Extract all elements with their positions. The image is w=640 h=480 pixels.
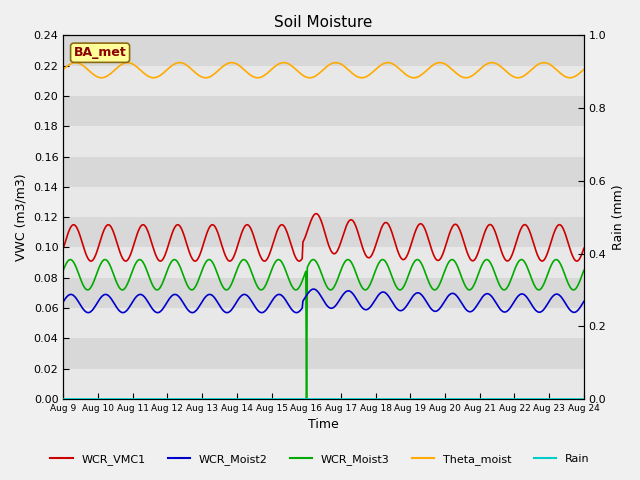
Bar — [63, 217, 584, 248]
Title: Soil Moisture: Soil Moisture — [275, 15, 372, 30]
Bar — [63, 278, 584, 308]
Legend: WCR_VMC1, WCR_Moist2, WCR_Moist3, Theta_moist, Rain: WCR_VMC1, WCR_Moist2, WCR_Moist3, Theta_… — [46, 450, 594, 469]
Bar — [63, 66, 584, 96]
Text: BA_met: BA_met — [74, 46, 127, 59]
Bar — [63, 96, 584, 126]
Y-axis label: Rain (mm): Rain (mm) — [612, 184, 625, 250]
Bar — [63, 248, 584, 278]
Bar — [63, 308, 584, 338]
Bar — [63, 126, 584, 156]
Bar — [63, 156, 584, 187]
Bar — [63, 338, 584, 369]
Bar — [63, 187, 584, 217]
X-axis label: Time: Time — [308, 419, 339, 432]
Bar — [63, 36, 584, 66]
Bar — [63, 369, 584, 399]
Y-axis label: VWC (m3/m3): VWC (m3/m3) — [15, 173, 28, 261]
